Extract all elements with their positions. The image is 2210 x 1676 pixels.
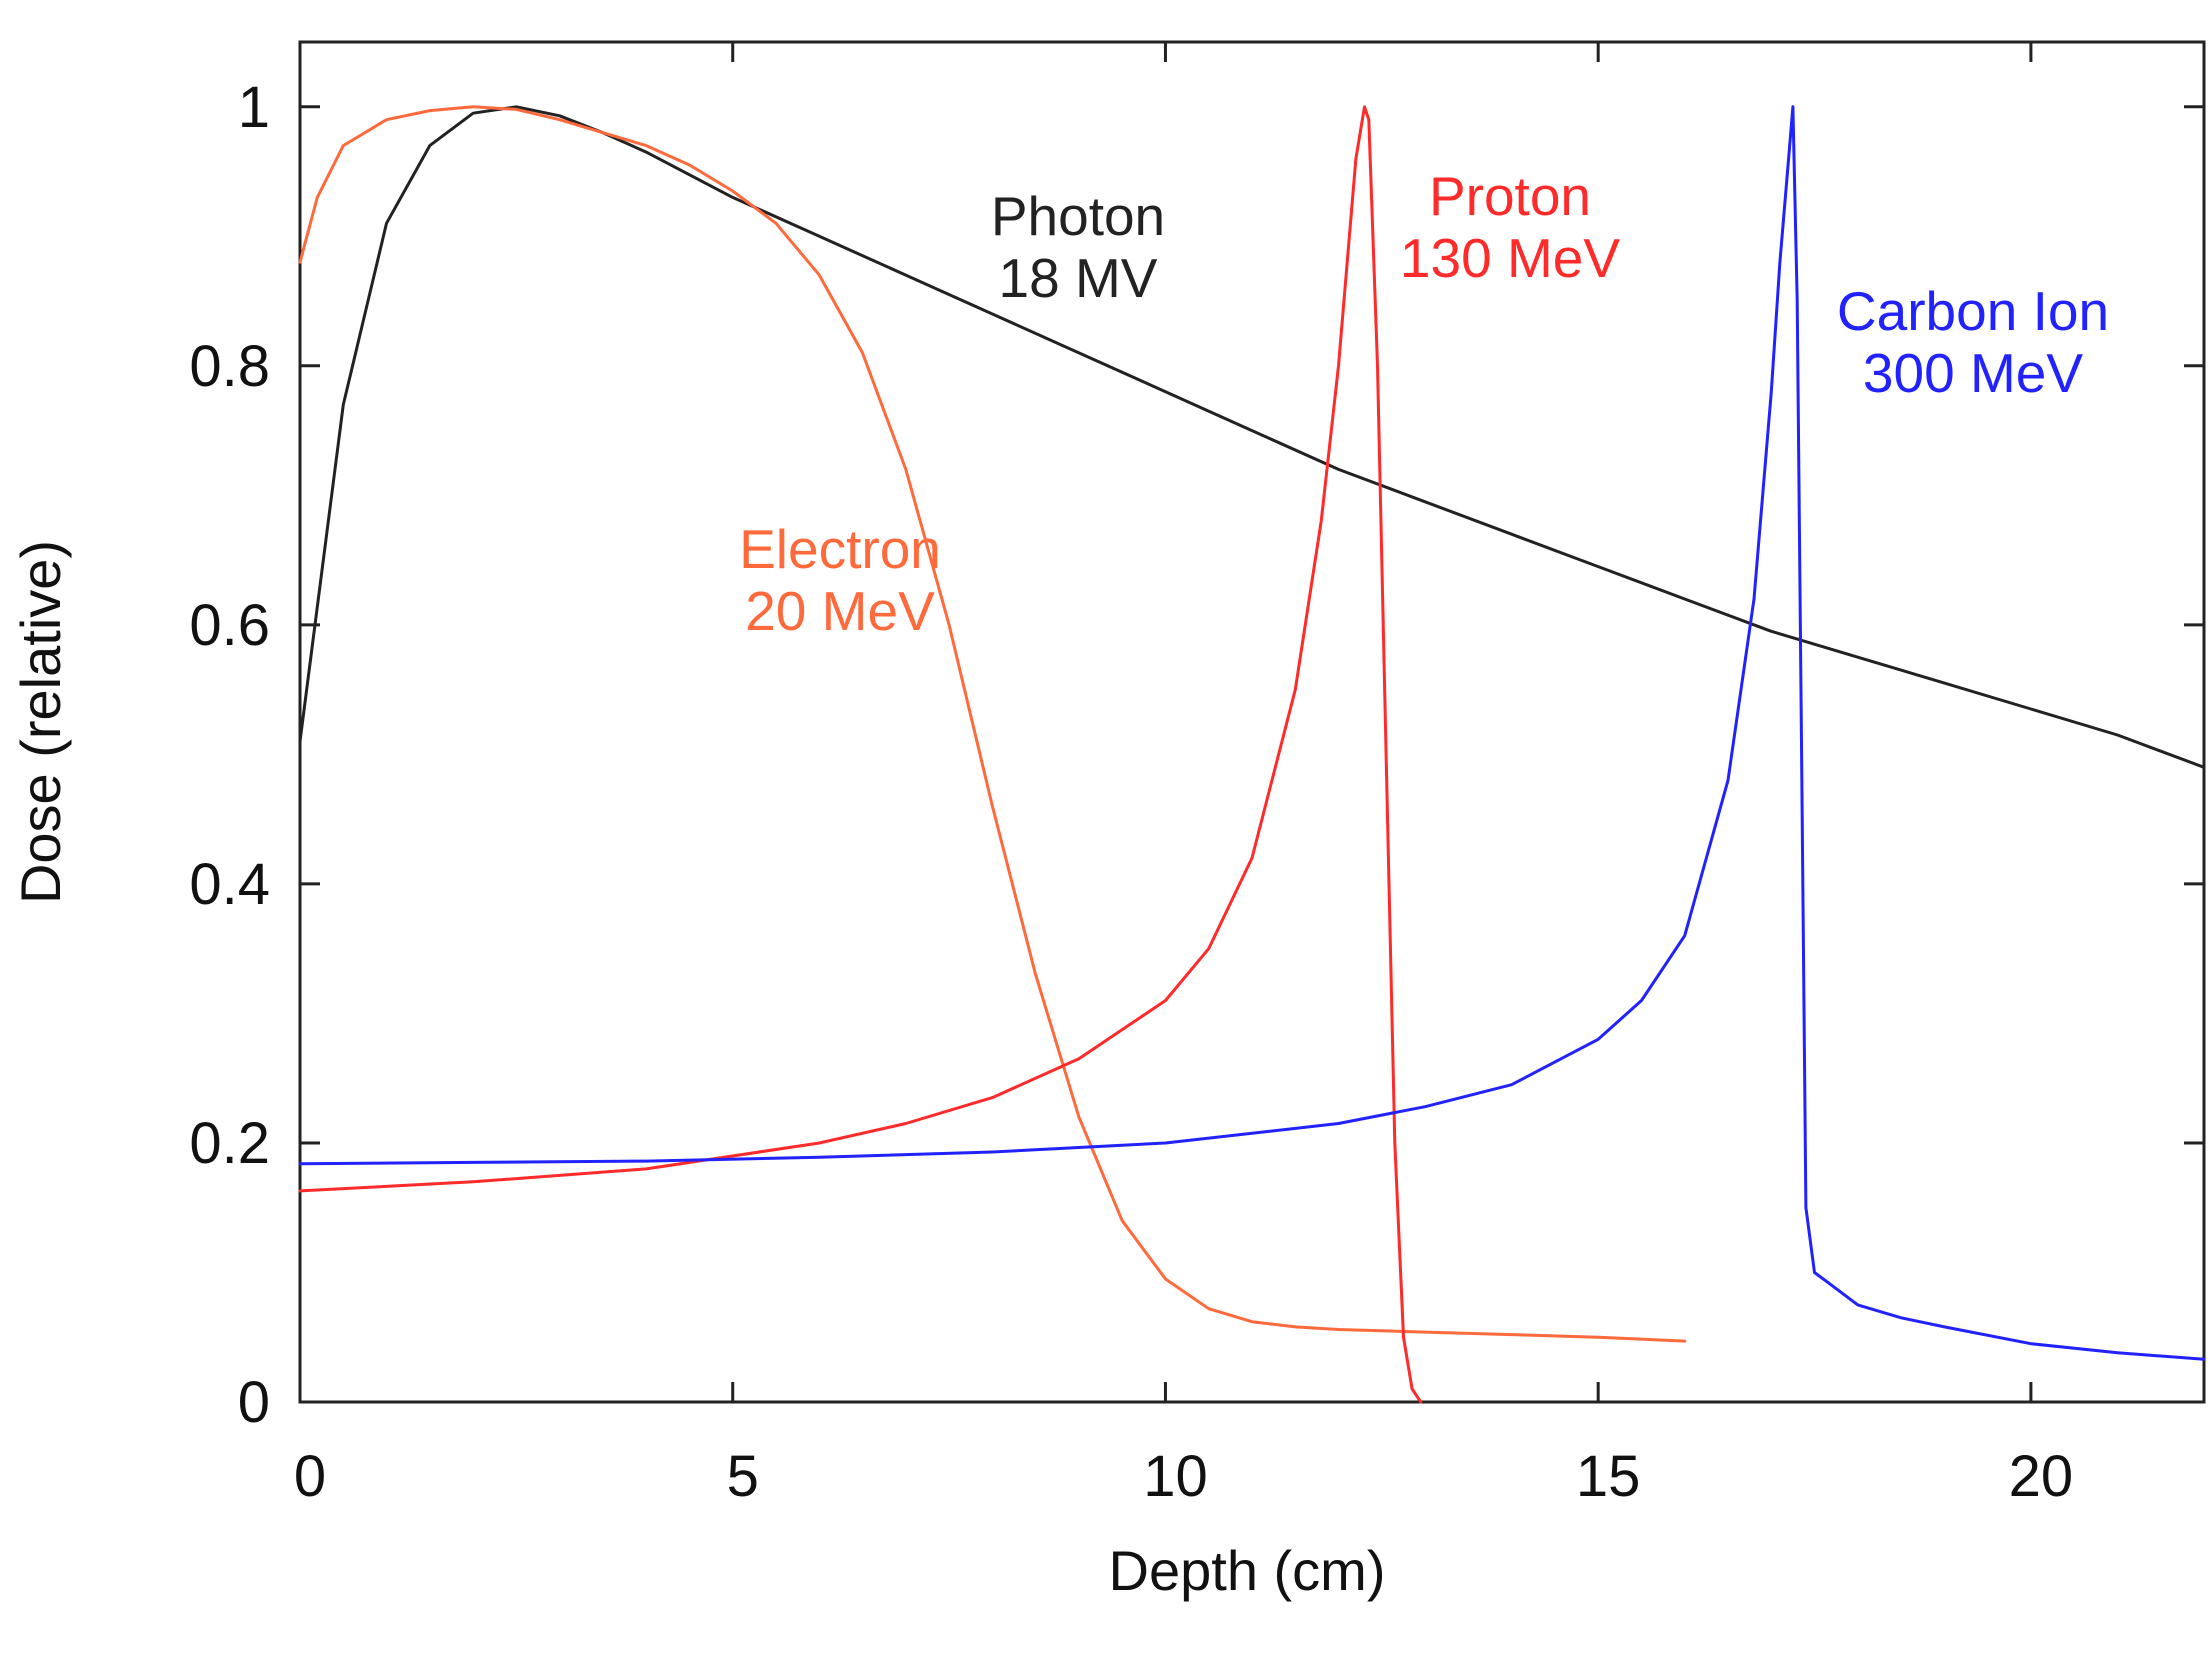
y-tick-label: 0.8 xyxy=(189,334,270,399)
carbon-label-line: Carbon Ion xyxy=(1837,280,2109,342)
photon-label-line: 18 MV xyxy=(999,247,1158,309)
x-tick-label: 5 xyxy=(727,1444,759,1509)
y-tick-label: 0.4 xyxy=(189,852,270,917)
carbon-label-line: 300 MeV xyxy=(1863,342,2083,404)
y-tick-label: 0.6 xyxy=(189,593,270,658)
ticks-layer: 0 5 10 15 20 0 0.2 0.4 0.6 0.8 1 xyxy=(189,42,2204,1509)
electron-label-line: Electron xyxy=(739,518,941,580)
proton-label-line: 130 MeV xyxy=(1400,227,1620,289)
plot-frame xyxy=(298,40,2206,1404)
y-tick-label: 1 xyxy=(238,75,270,140)
carbon-series-line xyxy=(298,105,2206,1361)
series-layer xyxy=(298,105,2206,1404)
photon-series-line xyxy=(298,105,2206,769)
x-axis-title: Depth (cm) xyxy=(1109,1539,1386,1602)
y-tick-label: 0.2 xyxy=(189,1111,270,1176)
y-axis-title: Dose (relative) xyxy=(9,540,72,904)
electron-label-line: 20 MeV xyxy=(745,580,935,642)
electron-series-line xyxy=(298,105,1687,1343)
x-tick-label: 15 xyxy=(1576,1444,1641,1509)
x-tick-label: 0 xyxy=(294,1444,326,1509)
x-tick-label: 10 xyxy=(1143,1444,1208,1509)
proton-label-line: Proton xyxy=(1429,165,1591,227)
photon-label-line: Photon xyxy=(991,185,1165,247)
proton-series-line xyxy=(298,105,1423,1404)
x-tick-label: 20 xyxy=(2009,1444,2074,1509)
y-tick-label: 0 xyxy=(238,1370,270,1435)
